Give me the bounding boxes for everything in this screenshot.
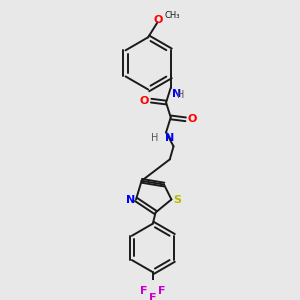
Text: N: N bbox=[172, 88, 181, 98]
Text: O: O bbox=[154, 15, 163, 25]
Text: S: S bbox=[173, 195, 181, 206]
Text: O: O bbox=[140, 96, 149, 106]
Text: F: F bbox=[149, 293, 157, 300]
Text: N: N bbox=[165, 133, 174, 143]
Text: F: F bbox=[158, 286, 166, 296]
Text: N: N bbox=[126, 195, 135, 206]
Text: CH₃: CH₃ bbox=[165, 11, 180, 20]
Text: H: H bbox=[177, 90, 184, 100]
Text: F: F bbox=[140, 286, 147, 296]
Text: O: O bbox=[188, 114, 197, 124]
Text: H: H bbox=[151, 133, 159, 143]
